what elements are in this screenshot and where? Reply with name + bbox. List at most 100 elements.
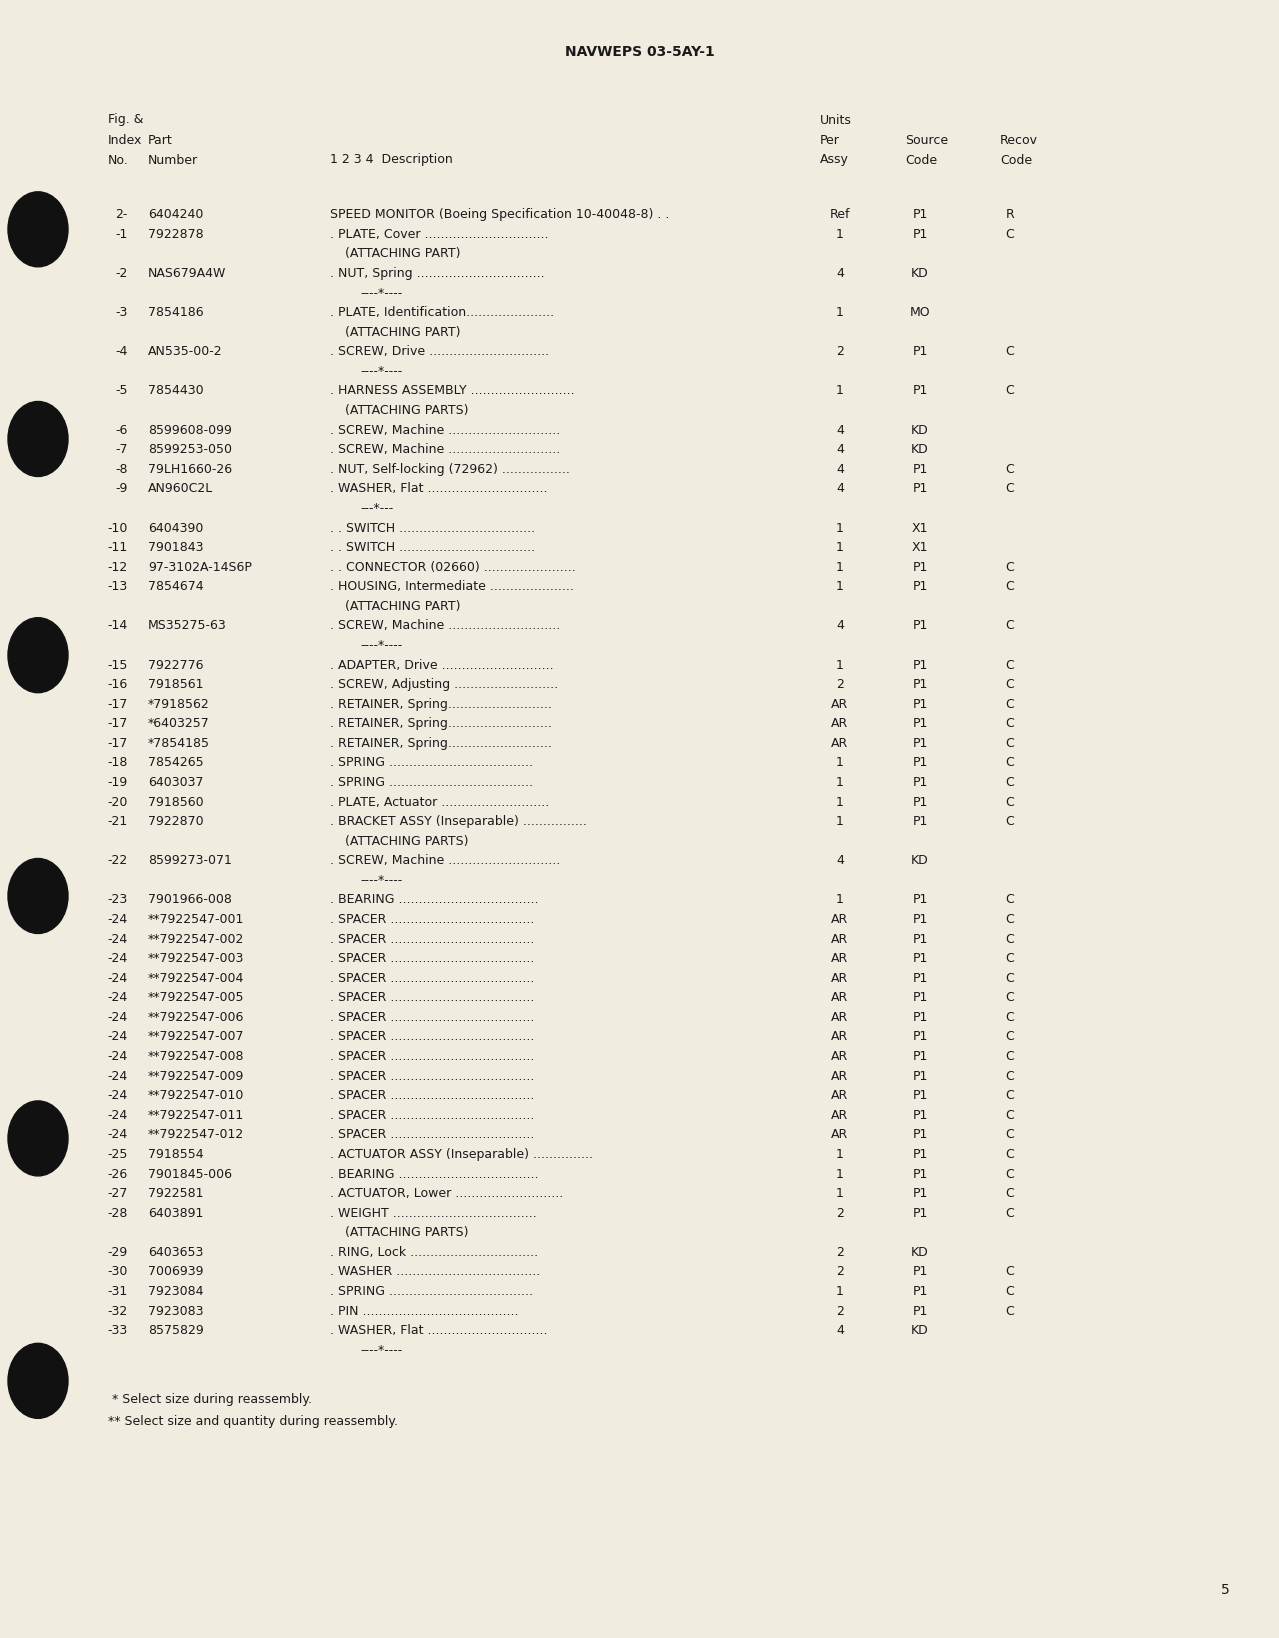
Text: . SPACER ....................................: . SPACER ...............................… [330, 952, 535, 965]
Text: -18: -18 [107, 757, 128, 770]
Text: 1: 1 [836, 658, 844, 672]
Text: 7901966-008: 7901966-008 [148, 893, 231, 906]
Ellipse shape [8, 618, 68, 693]
Text: C: C [1005, 658, 1014, 672]
Text: *7918562: *7918562 [148, 698, 210, 711]
Text: P1: P1 [912, 1304, 927, 1317]
Text: 1 2 3 4  Description: 1 2 3 4 Description [330, 154, 453, 167]
Text: KD: KD [911, 444, 929, 457]
Text: -9: -9 [115, 482, 128, 495]
Text: 1: 1 [836, 776, 844, 790]
Text: -20: -20 [107, 796, 128, 809]
Text: AR: AR [831, 1109, 849, 1122]
Text: -24: -24 [107, 991, 128, 1004]
Text: *7854185: *7854185 [148, 737, 210, 750]
Text: (ATTACHING PARTS): (ATTACHING PARTS) [345, 835, 468, 848]
Text: . SPRING ....................................: . SPRING ...............................… [330, 757, 533, 770]
Text: P1: P1 [912, 1050, 927, 1063]
Text: P1: P1 [912, 717, 927, 731]
Text: 2: 2 [836, 1304, 844, 1317]
Text: Per: Per [820, 134, 840, 146]
Text: . SPACER ....................................: . SPACER ...............................… [330, 1070, 535, 1083]
Text: P1: P1 [912, 952, 927, 965]
Text: -2: -2 [115, 267, 128, 280]
Text: C: C [1005, 757, 1014, 770]
Text: 8575829: 8575829 [148, 1324, 203, 1337]
Text: 6403653: 6403653 [148, 1247, 203, 1260]
Text: C: C [1005, 580, 1014, 593]
Text: C: C [1005, 816, 1014, 829]
Text: Recov: Recov [1000, 134, 1039, 146]
Text: C: C [1005, 619, 1014, 632]
Text: ----*----: ----*---- [359, 639, 403, 652]
Text: 7922776: 7922776 [148, 658, 203, 672]
Text: 1: 1 [836, 306, 844, 319]
Text: P1: P1 [912, 482, 927, 495]
Text: . ACTUATOR, Lower ...........................: . ACTUATOR, Lower ......................… [330, 1188, 563, 1201]
Text: -17: -17 [107, 698, 128, 711]
Text: C: C [1005, 1050, 1014, 1063]
Text: P1: P1 [912, 464, 927, 475]
Text: . RETAINER, Spring..........................: . RETAINER, Spring......................… [330, 737, 551, 750]
Text: 7901845-006: 7901845-006 [148, 1168, 231, 1181]
Text: P1: P1 [912, 796, 927, 809]
Text: P1: P1 [912, 1284, 927, 1297]
Text: . HARNESS ASSEMBLY ..........................: . HARNESS ASSEMBLY .....................… [330, 385, 574, 398]
Text: . SCREW, Machine ............................: . SCREW, Machine .......................… [330, 424, 560, 437]
Text: P1: P1 [912, 208, 927, 221]
Text: NAVWEPS 03-5AY-1: NAVWEPS 03-5AY-1 [565, 44, 715, 59]
Ellipse shape [8, 1343, 68, 1419]
Text: P1: P1 [912, 932, 927, 945]
Text: 4: 4 [836, 619, 844, 632]
Text: . BRACKET ASSY (Inseparable) ................: . BRACKET ASSY (Inseparable) ...........… [330, 816, 587, 829]
Text: KD: KD [911, 267, 929, 280]
Text: P1: P1 [912, 912, 927, 925]
Text: C: C [1005, 1207, 1014, 1220]
Text: . PLATE, Actuator ...........................: . PLATE, Actuator ......................… [330, 796, 549, 809]
Text: Code: Code [1000, 154, 1032, 167]
Text: -24: -24 [107, 1030, 128, 1043]
Text: -24: -24 [107, 952, 128, 965]
Text: C: C [1005, 1030, 1014, 1043]
Text: P1: P1 [912, 1148, 927, 1161]
Text: AR: AR [831, 991, 849, 1004]
Text: MS35275-63: MS35275-63 [148, 619, 226, 632]
Text: 1: 1 [836, 385, 844, 398]
Text: NAS679A4W: NAS679A4W [148, 267, 226, 280]
Text: 1: 1 [836, 757, 844, 770]
Text: P1: P1 [912, 1207, 927, 1220]
Text: . NUT, Self-locking (72962) .................: . NUT, Self-locking (72962) ............… [330, 464, 570, 475]
Text: Number: Number [148, 154, 198, 167]
Text: KD: KD [911, 1247, 929, 1260]
Text: C: C [1005, 1266, 1014, 1278]
Text: P1: P1 [912, 991, 927, 1004]
Text: 7854430: 7854430 [148, 385, 203, 398]
Text: . SPACER ....................................: . SPACER ...............................… [330, 1011, 535, 1024]
Text: -24: -24 [107, 932, 128, 945]
Text: X1: X1 [912, 541, 929, 554]
Text: -11: -11 [107, 541, 128, 554]
Text: -8: -8 [115, 464, 128, 475]
Text: P1: P1 [912, 1266, 927, 1278]
Text: 7006939: 7006939 [148, 1266, 203, 1278]
Text: 6404390: 6404390 [148, 521, 203, 534]
Text: 5: 5 [1221, 1582, 1230, 1597]
Text: 1: 1 [836, 1148, 844, 1161]
Text: -24: -24 [107, 1109, 128, 1122]
Text: 7922878: 7922878 [148, 228, 203, 241]
Text: 1: 1 [836, 1168, 844, 1181]
Text: . SPACER ....................................: . SPACER ...............................… [330, 1129, 535, 1142]
Text: P1: P1 [912, 893, 927, 906]
Text: -24: -24 [107, 1011, 128, 1024]
Text: **7922547-001: **7922547-001 [148, 912, 244, 925]
Text: -14: -14 [107, 619, 128, 632]
Text: R: R [1005, 208, 1014, 221]
Text: Source: Source [906, 134, 948, 146]
Text: -31: -31 [107, 1284, 128, 1297]
Text: AN960C2L: AN960C2L [148, 482, 214, 495]
Text: . HOUSING, Intermediate .....................: . HOUSING, Intermediate ................… [330, 580, 574, 593]
Text: Units: Units [820, 113, 852, 126]
Text: 1: 1 [836, 816, 844, 829]
Text: P1: P1 [912, 757, 927, 770]
Text: * Select size during reassembly.: * Select size during reassembly. [107, 1394, 312, 1407]
